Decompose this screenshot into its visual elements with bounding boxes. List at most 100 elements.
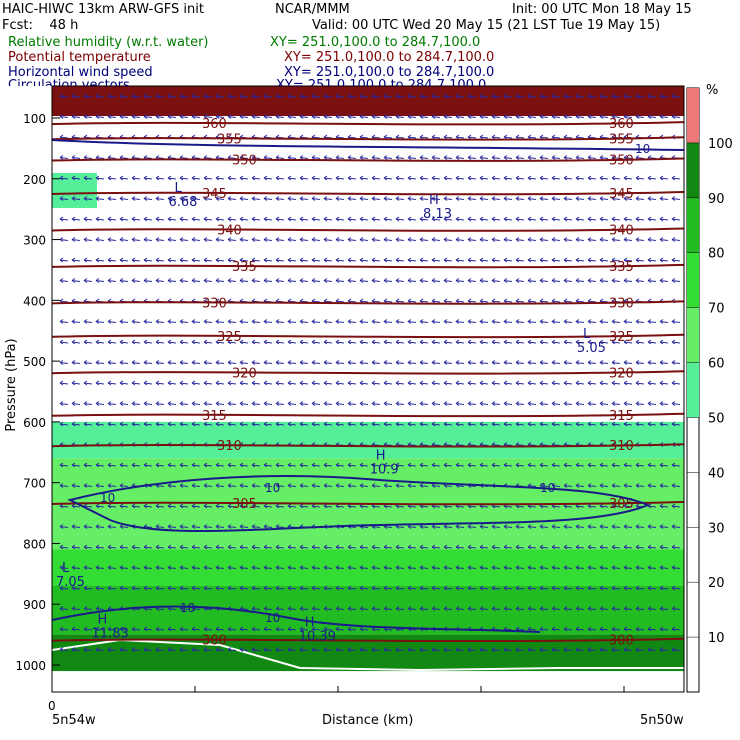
wind-vector xyxy=(527,280,537,282)
wind-vector xyxy=(599,280,609,282)
wind-vector xyxy=(179,567,189,569)
wind-vector-head xyxy=(83,647,88,652)
wind-vector-head xyxy=(467,524,472,529)
wind-vector-head xyxy=(623,175,628,181)
wind-vector xyxy=(479,464,489,467)
wind-vector xyxy=(311,546,321,549)
wind-vector-head xyxy=(431,606,436,611)
wind-vector-head xyxy=(335,483,340,488)
wind-vector-head xyxy=(395,462,400,468)
wind-vector xyxy=(179,321,189,323)
wind-vector-head xyxy=(155,647,160,652)
wind-vector xyxy=(515,341,525,344)
wind-vector-head xyxy=(575,647,580,652)
wind-vector xyxy=(539,505,549,508)
wind-vector xyxy=(515,198,525,200)
wind-vector-head xyxy=(635,196,640,201)
wind-vector xyxy=(275,567,285,569)
wind-vector-head xyxy=(515,606,520,611)
wind-vector-head xyxy=(563,626,568,632)
wind-vector xyxy=(455,649,465,651)
wind-vector-head xyxy=(551,155,556,160)
wind-vector-head xyxy=(71,339,76,345)
wind-vector xyxy=(299,321,309,323)
wind-vector-head xyxy=(431,237,436,242)
wind-vector xyxy=(155,587,165,590)
wind-vector xyxy=(599,321,609,323)
wind-vector-head xyxy=(539,175,544,181)
wind-vector xyxy=(359,567,369,569)
wind-vector xyxy=(455,95,465,98)
wind-vector-head xyxy=(335,93,340,99)
wind-vector xyxy=(347,321,357,323)
wind-vector xyxy=(419,259,429,262)
wind-vector-head xyxy=(251,278,256,283)
wind-vector xyxy=(371,116,381,118)
wind-vector-head xyxy=(215,339,220,345)
wind-vector-head xyxy=(515,421,520,427)
wind-vector xyxy=(311,300,321,303)
wind-vector-head xyxy=(359,114,364,119)
wind-vector-head xyxy=(347,462,352,468)
wind-vector-head xyxy=(83,257,88,263)
wind-vector-head xyxy=(191,647,196,652)
wind-vector xyxy=(503,587,513,590)
wind-vector xyxy=(347,362,357,364)
wind-vector xyxy=(383,464,393,467)
wind-vector-head xyxy=(323,647,328,652)
wind-vector xyxy=(659,628,669,631)
wind-vector xyxy=(395,362,405,364)
wind-vector-head xyxy=(587,93,592,99)
wind-vector xyxy=(227,259,237,262)
wind-vector-head xyxy=(455,606,460,611)
wind-vector-head xyxy=(659,360,664,365)
wind-vector xyxy=(623,321,633,323)
wind-vector xyxy=(443,485,453,487)
wind-vector-head xyxy=(551,175,556,181)
wind-vector xyxy=(575,321,585,323)
wind-vector-head xyxy=(527,606,532,611)
wind-vector xyxy=(527,649,537,651)
wind-vector-head xyxy=(443,216,448,222)
wind-vector xyxy=(419,136,429,139)
wind-vector xyxy=(299,649,309,651)
wind-vector xyxy=(479,382,489,385)
wind-vector-head xyxy=(623,626,628,632)
wind-vector xyxy=(71,280,81,282)
wind-vector-head xyxy=(539,647,544,652)
wind-vector xyxy=(335,116,345,118)
wind-vector-head xyxy=(563,339,568,345)
wind-vector-head xyxy=(671,626,676,632)
wind-vector xyxy=(407,649,417,651)
wind-vector xyxy=(635,362,645,364)
wind-vector-head xyxy=(443,524,448,529)
wind-vector xyxy=(167,157,177,159)
wind-vector xyxy=(299,218,309,221)
wind-vector-head xyxy=(299,606,304,611)
wind-vector-head xyxy=(95,360,100,365)
wind-vector xyxy=(299,628,309,631)
wind-vector-head xyxy=(227,626,232,632)
wind-vector-head xyxy=(83,483,88,488)
wind-vector-head xyxy=(287,360,292,365)
wind-vector xyxy=(467,116,477,118)
wind-vector-head xyxy=(203,114,208,119)
wind-vector-head xyxy=(623,114,628,119)
wind-vector-head xyxy=(119,114,124,119)
y-tick-label: 900 xyxy=(23,598,46,612)
wind-vector-head xyxy=(623,421,628,427)
wind-vector xyxy=(167,587,177,590)
wind-vector xyxy=(671,362,681,364)
wind-vector xyxy=(299,464,309,467)
wind-vector-head xyxy=(143,114,148,119)
wind-vector-head xyxy=(563,237,568,242)
wind-vector-head xyxy=(359,360,364,365)
wind-vector xyxy=(299,587,309,590)
wind-vector xyxy=(503,464,513,467)
wind-vector-head xyxy=(347,585,352,591)
wind-vector-head xyxy=(515,462,520,468)
wind-vector xyxy=(71,526,81,528)
wind-vector-head xyxy=(287,544,292,550)
wind-vector xyxy=(155,259,165,262)
wind-vector-head xyxy=(419,462,424,468)
